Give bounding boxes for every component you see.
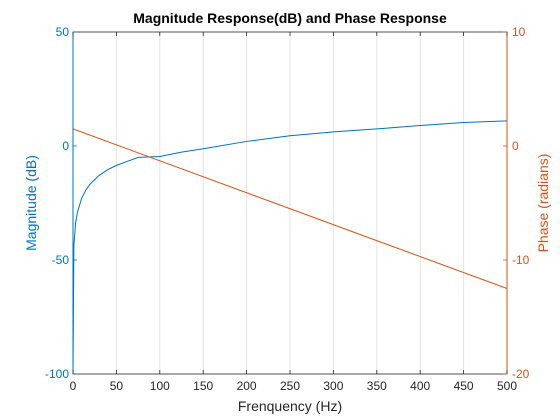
y-tick-label-left: 0 bbox=[62, 139, 69, 153]
y-axis-label-right: Phase (radians) bbox=[535, 154, 551, 253]
x-tick-label: 200 bbox=[237, 379, 257, 393]
x-tick-label: 450 bbox=[454, 379, 474, 393]
y-tick-label-left: -50 bbox=[52, 253, 70, 267]
grid bbox=[115, 32, 465, 374]
y-tick-label-right: 10 bbox=[512, 25, 526, 39]
phase-line bbox=[72, 128, 508, 289]
x-tick-label: 350 bbox=[367, 379, 387, 393]
ticks: 0 50 100 150 200 250 300 350 400 450 500-100-50050… bbox=[45, 25, 530, 393]
magnitude-line bbox=[72, 120, 508, 375]
x-tick-label: 500 bbox=[497, 379, 517, 393]
y-tick-label-right: -20 bbox=[512, 367, 530, 381]
y-tick-label-left: -100 bbox=[45, 367, 69, 381]
x-tick-label: 250 bbox=[280, 379, 300, 393]
x-tick-label: 300 bbox=[323, 379, 343, 393]
x-axis-label: Frenquency (Hz) bbox=[238, 398, 342, 414]
series bbox=[72, 120, 508, 375]
x-tick-label: 400 bbox=[410, 379, 430, 393]
y-tick-label-left: 50 bbox=[56, 25, 70, 39]
x-tick-label: 150 bbox=[193, 379, 213, 393]
y-tick-label-right: 0 bbox=[512, 139, 519, 153]
chart-title: Magnitude Response(dB) and Phase Respons… bbox=[133, 10, 447, 26]
y-axis-label-left: Magnitude (dB) bbox=[23, 155, 39, 251]
x-tick-label: 50 bbox=[110, 379, 124, 393]
x-tick-label: 100 bbox=[150, 379, 170, 393]
x-tick-label: 0 bbox=[70, 379, 77, 393]
y-tick-label-right: -10 bbox=[512, 253, 530, 267]
